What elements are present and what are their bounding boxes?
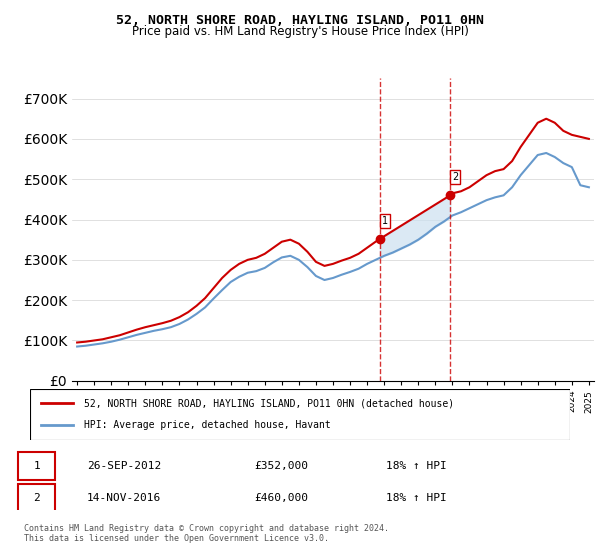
Text: 2: 2 (34, 493, 40, 503)
Text: 18% ↑ HPI: 18% ↑ HPI (386, 493, 447, 503)
Text: 1: 1 (382, 216, 388, 226)
Text: 52, NORTH SHORE ROAD, HAYLING ISLAND, PO11 0HN (detached house): 52, NORTH SHORE ROAD, HAYLING ISLAND, PO… (84, 398, 454, 408)
Text: 1: 1 (34, 461, 40, 471)
Text: £460,000: £460,000 (254, 493, 308, 503)
FancyBboxPatch shape (30, 389, 570, 440)
Text: 14-NOV-2016: 14-NOV-2016 (87, 493, 161, 503)
Text: 26-SEP-2012: 26-SEP-2012 (87, 461, 161, 471)
Text: 2: 2 (452, 172, 458, 182)
Text: Price paid vs. HM Land Registry's House Price Index (HPI): Price paid vs. HM Land Registry's House … (131, 25, 469, 38)
Text: 52, NORTH SHORE ROAD, HAYLING ISLAND, PO11 0HN: 52, NORTH SHORE ROAD, HAYLING ISLAND, PO… (116, 14, 484, 27)
FancyBboxPatch shape (18, 484, 55, 512)
FancyBboxPatch shape (18, 451, 55, 480)
Text: HPI: Average price, detached house, Havant: HPI: Average price, detached house, Hava… (84, 421, 331, 431)
Text: 18% ↑ HPI: 18% ↑ HPI (386, 461, 447, 471)
Text: £352,000: £352,000 (254, 461, 308, 471)
Text: Contains HM Land Registry data © Crown copyright and database right 2024.
This d: Contains HM Land Registry data © Crown c… (24, 524, 389, 543)
